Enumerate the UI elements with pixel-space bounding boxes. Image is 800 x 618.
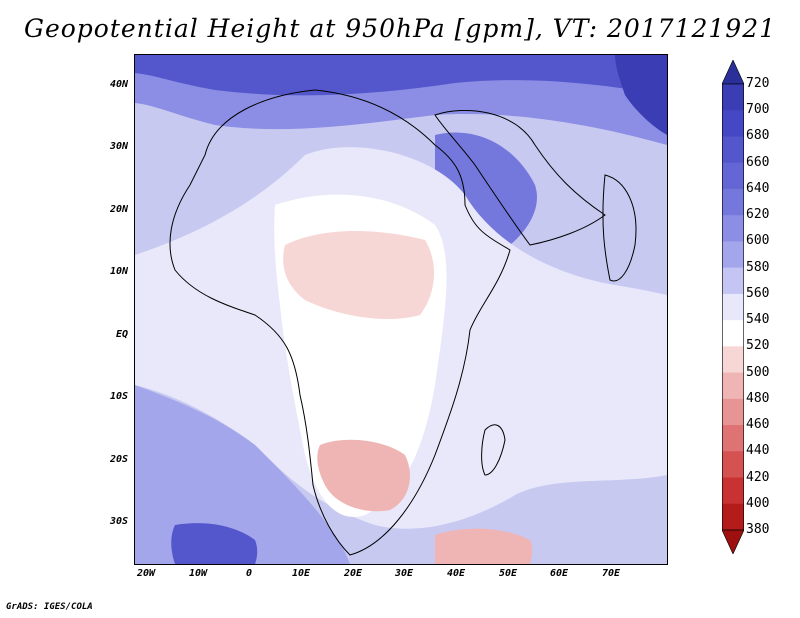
colorbar-band	[722, 293, 744, 321]
colorbar-band	[722, 477, 744, 505]
colorbar-label: 420	[746, 469, 770, 485]
colorbar	[722, 60, 744, 554]
colorbar-band	[722, 188, 744, 216]
lon-label: 50E	[498, 568, 518, 579]
lat-label: 10N	[109, 266, 128, 277]
lon-label: 30E	[394, 568, 414, 579]
colorbar-band	[722, 398, 744, 426]
colorbar-band	[722, 320, 744, 347]
map-panel	[134, 54, 668, 565]
lat-label: 30S	[109, 516, 128, 527]
lon-label: 60E	[549, 568, 569, 579]
field-southwest-dark	[171, 523, 258, 564]
colorbar-label: 620	[746, 207, 770, 223]
field-north-dark	[135, 55, 667, 96]
colorbar-band	[722, 215, 744, 242]
field-central-low	[283, 230, 435, 320]
colorbar-label: 400	[746, 495, 770, 511]
colorbar-label: 480	[746, 390, 770, 406]
height-field-map	[135, 55, 667, 564]
colorbar-label: 580	[746, 259, 770, 275]
colorbar-band	[722, 451, 744, 479]
lat-label: 20N	[109, 204, 128, 215]
colorbar-band	[722, 267, 744, 295]
lon-label: 20W	[136, 568, 156, 579]
lon-label: 10E	[291, 568, 311, 579]
colorbar-band	[722, 162, 744, 190]
lon-label: 10W	[188, 568, 208, 579]
colorbar-label: 680	[746, 128, 770, 144]
colorbar-top-arrow	[722, 60, 744, 85]
colorbar-label: 540	[746, 312, 770, 328]
colorbar-label: 440	[746, 443, 770, 459]
colorbar-label: 660	[746, 154, 770, 170]
lon-label: 70E	[601, 568, 621, 579]
lon-label: 20E	[343, 568, 363, 579]
colorbar-band	[722, 372, 744, 400]
lat-label: 10S	[109, 391, 128, 402]
colorbar-label: 600	[746, 233, 770, 249]
colorbar-label: 520	[746, 338, 770, 354]
field-southwest-ocean	[135, 385, 350, 564]
africa-coastline	[169, 89, 511, 556]
india-coastline	[602, 174, 637, 282]
lon-label: 0	[245, 568, 253, 579]
colorbar-band	[722, 346, 744, 374]
lon-label: 40E	[446, 568, 466, 579]
lat-label: 40N	[109, 79, 128, 90]
chart-title: Geopotential Height at 950hPa [gpm], VT:…	[23, 14, 777, 43]
colorbar-band	[722, 136, 744, 164]
field-southern-low	[317, 439, 410, 512]
colorbar-bottom-arrow	[722, 529, 744, 554]
arabia-coastline	[434, 110, 606, 246]
lat-label: 30N	[109, 141, 128, 152]
colorbar-label: 380	[746, 522, 770, 537]
colorbar-band	[722, 503, 744, 531]
field-south-ocean-low	[435, 528, 533, 564]
colorbar-label: 640	[746, 180, 770, 196]
credit-text: GrADS: IGES/COLA	[6, 602, 93, 612]
colorbar-label: 560	[746, 285, 770, 301]
colorbar-band	[722, 110, 744, 137]
madagascar-coastline	[481, 424, 506, 476]
colorbar-band	[722, 425, 744, 452]
colorbar-frame	[722, 83, 744, 531]
colorbar-label: 720	[746, 76, 770, 91]
field-northeast-darkest	[615, 55, 667, 135]
lat-label: EQ	[115, 329, 128, 340]
colorbar-label: 700	[746, 102, 770, 118]
colorbar-label: 500	[746, 364, 770, 380]
colorbar-band	[722, 84, 744, 111]
colorbar-band	[722, 241, 744, 269]
lat-label: 20S	[109, 454, 128, 465]
colorbar-label: 460	[746, 417, 770, 433]
